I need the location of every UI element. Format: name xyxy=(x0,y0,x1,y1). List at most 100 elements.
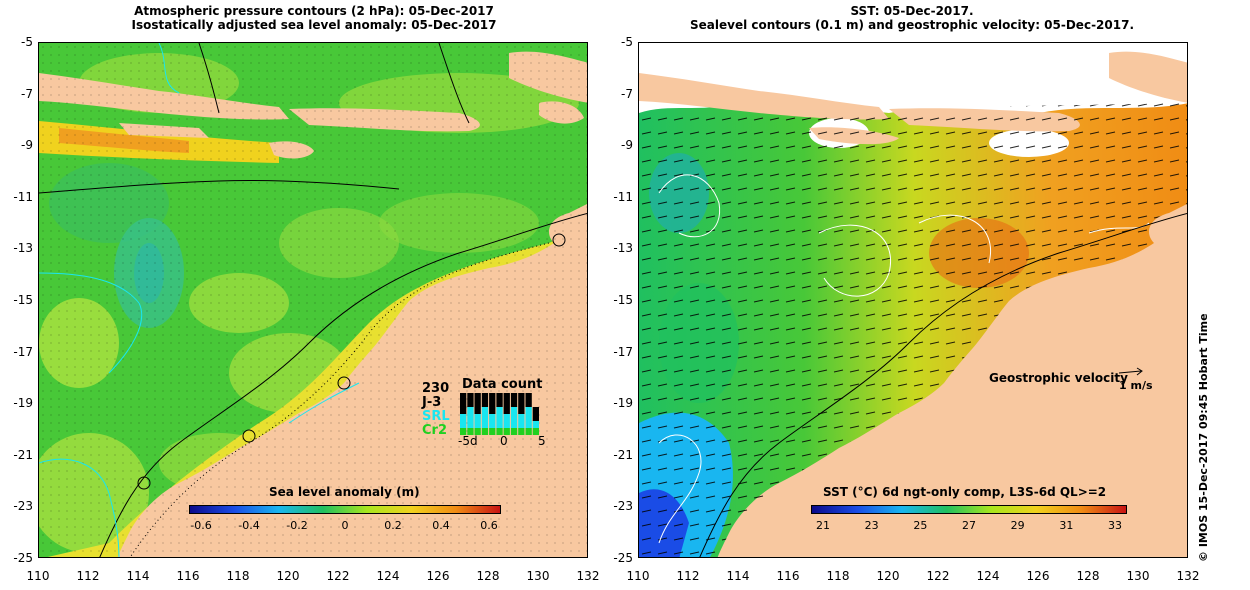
y-tick-label: -17 xyxy=(13,344,33,359)
data-count-bar xyxy=(503,414,510,428)
y-tick-label: -23 xyxy=(613,499,633,514)
colorbar-tick-label: 33 xyxy=(1108,519,1122,532)
left-title-line1: Atmospheric pressure contours (2 hPa): 0… xyxy=(134,4,494,18)
y-tick-label: -5 xyxy=(21,35,33,49)
data-count-bar xyxy=(474,414,481,428)
data-count-inset: 230 Data count J-3 SRL Cr2 -5d 0 5 xyxy=(422,377,552,447)
data-count-value: 230 xyxy=(422,381,450,396)
data-count-bar xyxy=(518,393,525,414)
data-count-bar xyxy=(525,407,532,428)
data-count-bar xyxy=(503,428,510,435)
y-tick-label: -7 xyxy=(621,86,633,101)
colorbar-tick-label: 0.2 xyxy=(384,519,402,532)
colorbar-tick-label: 0.4 xyxy=(432,519,450,532)
data-count-bar xyxy=(467,428,474,435)
data-count-bar xyxy=(532,428,539,435)
y-tick-label: -19 xyxy=(613,396,633,411)
x-tick-label: 128 xyxy=(1076,569,1100,583)
y-tick-label: -13 xyxy=(613,241,633,256)
data-count-bar xyxy=(525,393,532,407)
sat-j3-label: J-3 xyxy=(422,395,442,410)
x-tick-label: 130 xyxy=(526,569,550,583)
colorbar-tick-label: 23 xyxy=(864,519,879,532)
colorbar-tick-label: -0.4 xyxy=(238,519,260,532)
data-count-bar xyxy=(510,428,518,435)
x-tick-label: 120 xyxy=(876,569,900,583)
x-tick-label: 118 xyxy=(226,569,250,583)
y-tick-label: -23 xyxy=(13,499,33,514)
y-tick-label: -11 xyxy=(13,189,33,204)
colorbar-tick-label: 0 xyxy=(341,519,349,532)
x-tick-label: 112 xyxy=(676,569,700,583)
x-tick-label: 114 xyxy=(126,569,150,583)
colorbar-tick-label: -0.2 xyxy=(286,519,308,532)
sea-level-anomaly-map xyxy=(39,43,587,557)
x-tick-label: 110 xyxy=(26,569,50,583)
data-count-bar xyxy=(460,428,467,435)
x-tick-label: 132 xyxy=(576,569,600,583)
colorbar-tick-label: 29 xyxy=(1010,519,1025,532)
colorbar-tick-label: 27 xyxy=(962,519,976,532)
data-count-bar xyxy=(489,393,496,414)
station-marker xyxy=(137,476,151,490)
station-marker xyxy=(242,429,256,443)
data-count-bar xyxy=(532,421,539,428)
data-count-bar xyxy=(510,407,518,428)
y-tick-label: -7 xyxy=(21,86,33,101)
data-count-bar xyxy=(496,393,503,407)
x-tick-label: 122 xyxy=(926,569,950,583)
y-tick-label: -13 xyxy=(13,241,33,256)
data-count-bar xyxy=(467,407,474,428)
velocity-label: Geostrophic velocity xyxy=(989,371,1128,385)
x-tick-label: 110 xyxy=(626,569,650,583)
x-tick-label: 112 xyxy=(76,569,100,583)
data-count-bar xyxy=(496,428,503,435)
x-tick-label: 128 xyxy=(476,569,500,583)
sst-map xyxy=(639,43,1187,557)
x-tick-label: 130 xyxy=(1126,569,1150,583)
y-tick-label: -17 xyxy=(613,344,633,359)
x-tick-label: 116 xyxy=(176,569,200,583)
sat-cr2-label: Cr2 xyxy=(422,423,447,438)
right-title-line1: SST: 05-Dec-2017. xyxy=(850,4,974,18)
x-tick-label: 124 xyxy=(976,569,1000,583)
left-map-panel: 230 Data count J-3 SRL Cr2 -5d 0 5 Sea l… xyxy=(38,42,588,558)
x-tick-label: 116 xyxy=(776,569,800,583)
y-tick-label: -25 xyxy=(13,551,33,565)
colorbar-tick-label: 31 xyxy=(1059,519,1074,532)
data-count-bar xyxy=(518,428,525,435)
data-count-bar xyxy=(460,414,467,428)
data-count-bar xyxy=(460,393,467,414)
left-title-line2: Isostatically adjusted sea level anomaly… xyxy=(131,18,497,32)
left-colorbar-title: Sea level anomaly (m) xyxy=(269,485,420,499)
x-tick-label: 114 xyxy=(726,569,750,583)
right-map-panel: Geostrophic velocity 1 m/s SST (°C) 6d n… xyxy=(638,42,1188,558)
station-marker xyxy=(552,233,566,247)
x-tick-label: 120 xyxy=(276,569,300,583)
data-count-bar xyxy=(481,428,489,435)
x-tick-label: 126 xyxy=(1026,569,1050,583)
right-title-line2: Sealevel contours (0.1 m) and geostrophi… xyxy=(690,18,1134,32)
station-marker xyxy=(337,376,351,390)
x-tick-label: 124 xyxy=(376,569,400,583)
data-count-title: Data count xyxy=(462,377,543,392)
x-tick-label: 126 xyxy=(426,569,450,583)
colorbar-tick-label: -0.6 xyxy=(190,519,212,532)
data-count-bar xyxy=(510,393,518,407)
velocity-scale: 1 m/s xyxy=(1119,379,1153,392)
y-tick-label: -21 xyxy=(613,447,633,462)
data-count-bar xyxy=(496,407,503,428)
data-count-bar xyxy=(532,407,539,421)
data-count-bars xyxy=(460,393,539,435)
y-tick-label: -25 xyxy=(613,551,633,565)
y-tick-label: -9 xyxy=(621,138,633,153)
imos-credit: © IMOS 15-Dec-2017 09:45 Hobart Time xyxy=(1197,313,1210,562)
dc-tick-minus5d: -5d xyxy=(458,434,478,448)
x-tick-label: 132 xyxy=(1176,569,1200,583)
data-count-bar xyxy=(518,414,525,428)
dc-tick-0: 0 xyxy=(500,434,508,448)
dc-tick-5: 5 xyxy=(538,434,546,448)
colorbar-tick-label: 21 xyxy=(816,519,830,532)
sat-srl-label: SRL xyxy=(422,409,450,424)
right-colorbar xyxy=(811,505,1127,514)
